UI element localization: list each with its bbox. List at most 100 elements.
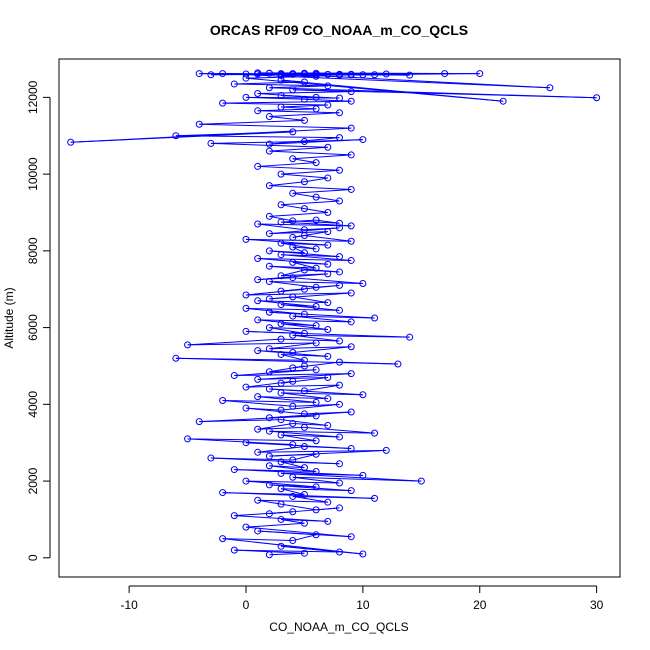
data-point xyxy=(312,283,320,291)
series-line-segment xyxy=(304,384,340,392)
data-point xyxy=(336,433,343,441)
series-line-segment xyxy=(280,461,305,469)
data-point xyxy=(254,393,262,401)
series-line-segment xyxy=(234,549,340,553)
data-point xyxy=(300,443,308,451)
data-point xyxy=(219,535,227,543)
y-tick-label: 12000 xyxy=(26,80,40,114)
data-point xyxy=(254,527,262,535)
data-point xyxy=(254,375,262,383)
series-line-segment xyxy=(316,284,340,288)
series-line-segment xyxy=(292,188,352,194)
series-line-segment xyxy=(269,250,305,254)
series-line-segment xyxy=(292,261,317,269)
data-point xyxy=(336,166,343,174)
series-line-segment xyxy=(280,353,305,361)
series-line-segment xyxy=(269,465,305,469)
data-point xyxy=(277,201,285,209)
series-line-segment xyxy=(316,196,340,202)
data-point xyxy=(277,416,285,424)
series-line-segment xyxy=(281,419,328,426)
data-point xyxy=(312,245,320,253)
series-line-segment xyxy=(245,238,352,242)
data-point xyxy=(230,372,238,380)
data-point xyxy=(242,477,250,485)
data-point xyxy=(289,377,297,385)
series-line-segment xyxy=(269,185,352,190)
series-line-segment xyxy=(292,534,317,542)
data-point xyxy=(312,531,320,539)
y-tick-label: 2000 xyxy=(26,467,40,494)
series-line-segment xyxy=(257,300,328,304)
series-line-segment xyxy=(257,446,305,453)
data-point xyxy=(265,140,273,148)
series-line-segment xyxy=(292,361,340,369)
x-axis-label: CO_NOAA_m_CO_QCLS xyxy=(269,620,408,634)
series-line-segment xyxy=(199,119,305,125)
series-line-segment xyxy=(269,388,305,392)
series-line-segment xyxy=(292,346,352,354)
data-point xyxy=(277,379,285,387)
series-line-segment xyxy=(245,526,352,538)
data-point xyxy=(300,549,308,557)
data-point xyxy=(289,473,297,481)
series-line-segment xyxy=(281,472,422,482)
series-line-segment xyxy=(187,342,317,346)
data-point xyxy=(300,70,308,78)
data-point xyxy=(300,410,308,418)
data-point xyxy=(265,452,273,460)
data-point xyxy=(277,239,285,247)
data-point xyxy=(265,69,273,77)
data-point xyxy=(277,515,285,523)
data-point xyxy=(289,70,297,78)
data-point xyxy=(382,446,390,454)
series-line-segment xyxy=(222,399,317,403)
series-line-segment xyxy=(245,307,340,311)
data-point xyxy=(300,464,308,472)
data-point xyxy=(312,105,320,113)
data-point xyxy=(277,431,285,439)
data-point xyxy=(336,504,343,512)
series-line-segment xyxy=(210,140,305,144)
series-line-segment xyxy=(199,123,352,129)
data-point xyxy=(219,70,227,78)
data-point xyxy=(230,80,238,88)
data-point xyxy=(254,448,262,456)
data-point xyxy=(242,291,250,299)
data-point xyxy=(67,138,75,146)
data-point xyxy=(277,103,285,111)
series-line-segment xyxy=(222,73,550,89)
data-point xyxy=(289,441,297,449)
data-point xyxy=(230,466,238,474)
data-point xyxy=(265,262,273,270)
series-line-segment xyxy=(269,430,375,434)
data-point xyxy=(265,462,273,470)
data-point xyxy=(254,297,262,305)
series-line-segment xyxy=(234,83,328,87)
series-line-segment xyxy=(70,127,352,143)
series-line-segment xyxy=(175,357,305,361)
data-point xyxy=(219,396,227,404)
data-point xyxy=(324,82,332,90)
series-line-segment xyxy=(292,495,328,503)
data-point xyxy=(371,71,379,79)
series-line-segment xyxy=(281,392,363,396)
series-line-segment xyxy=(257,373,352,380)
series-line-segment xyxy=(234,515,328,522)
data-point xyxy=(312,398,320,406)
data-point xyxy=(347,444,355,452)
series-line-segment xyxy=(269,552,305,556)
data-point xyxy=(336,219,343,227)
data-point xyxy=(265,84,273,92)
data-point xyxy=(546,84,554,92)
data-point xyxy=(312,93,320,101)
x-tick-label: 10 xyxy=(356,598,370,612)
series-line-segment xyxy=(292,277,363,284)
data-point xyxy=(324,373,332,381)
data-point xyxy=(347,222,355,230)
data-point xyxy=(277,469,285,477)
data-point xyxy=(265,345,273,353)
data-point xyxy=(371,429,379,437)
data-point xyxy=(336,548,343,556)
data-point xyxy=(347,185,355,193)
